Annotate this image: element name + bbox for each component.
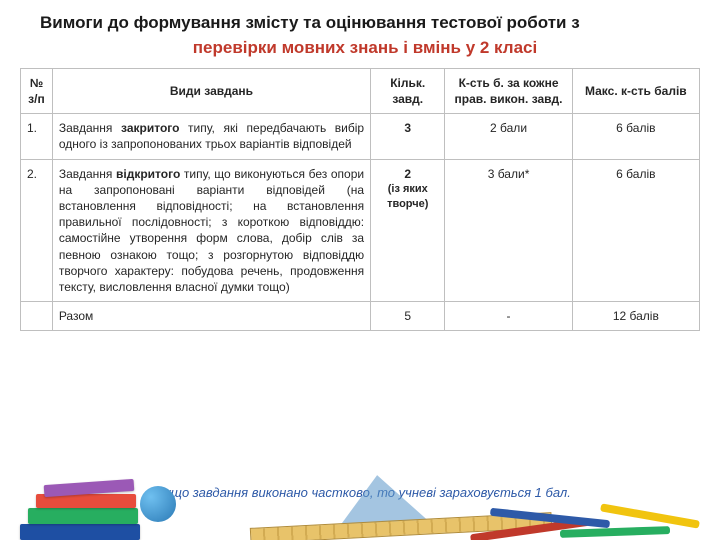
th-max: Макс. к-сть балів xyxy=(572,68,699,113)
cell-count: 3 xyxy=(371,114,445,159)
type-bold-word: закритого xyxy=(121,121,179,135)
table-body: 1.Завдання закритого типу, які передбача… xyxy=(21,114,700,331)
cell-num: 2. xyxy=(21,159,53,302)
cell-max: 6 балів xyxy=(572,114,699,159)
cell-type: Завдання закритого типу, які передбачают… xyxy=(52,114,370,159)
slide-title: Вимоги до формування змісту та оцінюванн… xyxy=(0,0,720,60)
cell-num: 1. xyxy=(21,114,53,159)
cell-max: 12 балів xyxy=(572,302,699,331)
cell-points-each: - xyxy=(445,302,572,331)
footnote-text: якщо завдання виконано частково, то учне… xyxy=(154,485,571,500)
count-note: (із яких творче) xyxy=(377,182,438,212)
title-line1: Вимоги до формування змісту та оцінюванн… xyxy=(40,13,580,32)
cell-max: 6 балів xyxy=(572,159,699,302)
th-pts: К-сть б. за кожне прав. викон. завд. xyxy=(445,68,572,113)
cell-type: Завдання відкритого типу, що виконуються… xyxy=(52,159,370,302)
cell-count: 2(із яких творче) xyxy=(371,159,445,302)
cell-points-each: 2 бали xyxy=(445,114,572,159)
requirements-table: № з/п Види завдань Кільк. завд. К-сть б.… xyxy=(20,68,700,331)
table-container: № з/п Види завдань Кільк. завд. К-сть б.… xyxy=(0,60,720,331)
cell-count: 5 xyxy=(371,302,445,331)
footnote: * якщо завдання виконано частково, то уч… xyxy=(0,485,720,500)
title-line2: перевірки мовних знань і вмінь у 2 класі xyxy=(40,37,690,60)
pencil-icon xyxy=(490,508,610,528)
table-head: № з/п Види завдань Кільк. завд. К-сть б.… xyxy=(21,68,700,113)
decor-strip xyxy=(0,470,720,540)
table-total-row: Разом5-12 балів xyxy=(21,302,700,331)
type-bold-word: відкритого xyxy=(116,167,180,181)
pencil-icon xyxy=(560,526,670,538)
ruler-icon xyxy=(250,512,552,540)
table-row: 1.Завдання закритого типу, які передбача… xyxy=(21,114,700,159)
set-square-icon xyxy=(327,470,432,535)
th-cnt: Кільк. завд. xyxy=(371,68,445,113)
th-num: № з/п xyxy=(21,68,53,113)
pencil-icon xyxy=(470,518,590,540)
cell-num xyxy=(21,302,53,331)
pencil-icon xyxy=(600,503,700,528)
th-type: Види завдань xyxy=(52,68,370,113)
table-row: 2.Завдання відкритого типу, що виконують… xyxy=(21,159,700,302)
cell-points-each: 3 бали* xyxy=(445,159,572,302)
cell-total-label: Разом xyxy=(52,302,370,331)
